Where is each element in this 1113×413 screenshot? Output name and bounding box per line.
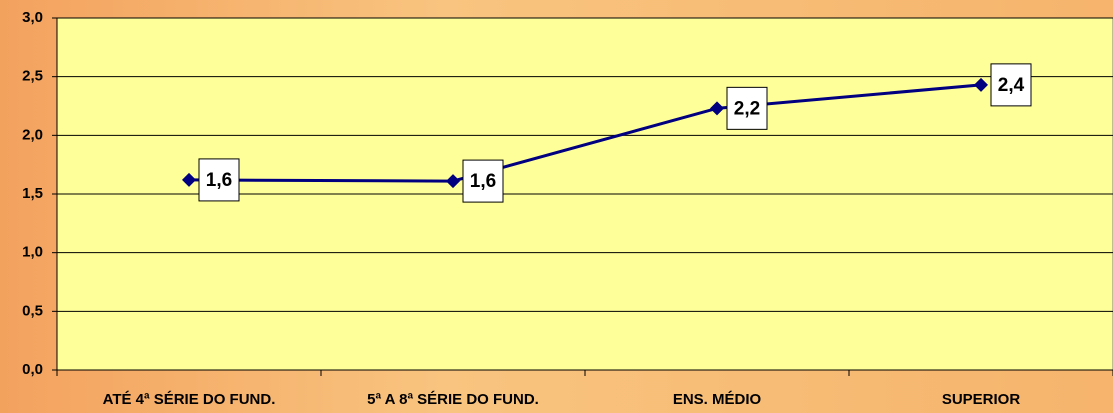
y-tick-label: 0,5 [22,302,43,319]
data-label-box [198,158,240,202]
y-tick-label: 1,5 [22,185,43,202]
y-tick-label: 3,0 [22,9,43,26]
marker [446,174,460,189]
y-tick-label: 1,0 [22,244,43,261]
marker [710,101,724,116]
y-tick-label: 0,0 [22,361,43,378]
data-label-box [462,159,504,203]
x-tick-label: SUPERIOR [942,391,1021,408]
data-label: 2,2 [734,98,760,119]
marker [974,77,988,92]
y-tick-label: 2,0 [22,126,43,143]
x-tick-label: ENS. MÉDIO [673,391,762,408]
marker [182,172,196,187]
y-tick-label: 2,5 [22,68,43,85]
x-tick-label: 5ª A 8ª SÉRIE DO FUND. [367,391,539,408]
line [188,83,982,183]
data-label: 2,4 [998,75,1025,96]
data-label-box [990,63,1032,107]
data-label: 1,6 [206,170,232,191]
data-label-box [726,86,768,130]
data-label: 1,6 [470,171,496,192]
x-tick-label: ATÉ 4ª SÉRIE DO FUND. [103,391,276,408]
